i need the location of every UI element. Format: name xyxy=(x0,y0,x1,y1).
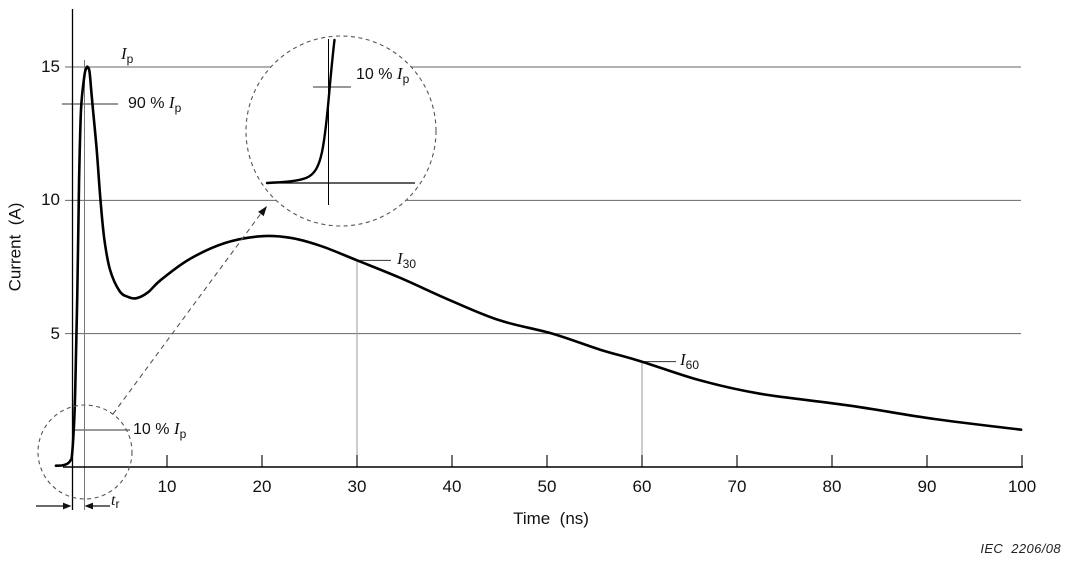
y-axis-title: Current (A) xyxy=(5,202,25,292)
x-tick-label: 50 xyxy=(537,477,557,496)
tr-right-pointing-arrowhead-icon xyxy=(63,502,72,510)
inset-pointer-arrowhead-icon xyxy=(258,206,267,217)
y-tick-label: 15 xyxy=(41,56,60,76)
i60-label: I60 xyxy=(680,350,700,372)
x-tick-label: 100 xyxy=(1007,477,1037,496)
x-tick-label: 70 xyxy=(727,477,747,496)
y-tick-label: 10 xyxy=(41,190,60,210)
inset-dashed-circle xyxy=(245,35,437,227)
iec-figure-reference: IEC 2206/08 xyxy=(980,541,1061,556)
inset-pct10-label: 10 % Ip xyxy=(356,64,410,86)
tr-left-pointing-arrowhead-icon xyxy=(84,502,93,510)
rise-edge-inset xyxy=(245,35,437,227)
x-tick-label: 10 xyxy=(157,477,177,496)
x-tick-label: 20 xyxy=(252,477,272,496)
y-tick-label: 5 xyxy=(50,323,60,343)
rise-time-label: tr xyxy=(111,492,120,511)
pct90-label: 90 % Ip xyxy=(128,93,182,115)
inset-rise-curve xyxy=(265,38,336,185)
x-tick-label: 40 xyxy=(442,477,462,496)
x-axis-ticks xyxy=(166,455,1023,467)
x-tick-label: 60 xyxy=(632,477,652,496)
x-tick-label: 90 xyxy=(917,477,937,496)
inset-pointer-dashed-line xyxy=(112,211,263,415)
peak-symbol: I xyxy=(121,44,127,63)
x-tick-label: 80 xyxy=(822,477,842,496)
x-tick-label: 30 xyxy=(347,477,367,496)
x-axis-title: Time (ns) xyxy=(513,509,589,528)
value-marker-lines xyxy=(356,259,676,467)
discharge-current-curve xyxy=(54,65,1023,467)
i30-label: I30 xyxy=(397,249,417,271)
pct10-label: 10 % Ip xyxy=(133,419,187,441)
gridlines xyxy=(65,66,1021,335)
rise-time-arrows xyxy=(36,502,110,510)
peak-current-label: Ip xyxy=(121,44,134,66)
origin-dashed-circle xyxy=(37,404,133,500)
